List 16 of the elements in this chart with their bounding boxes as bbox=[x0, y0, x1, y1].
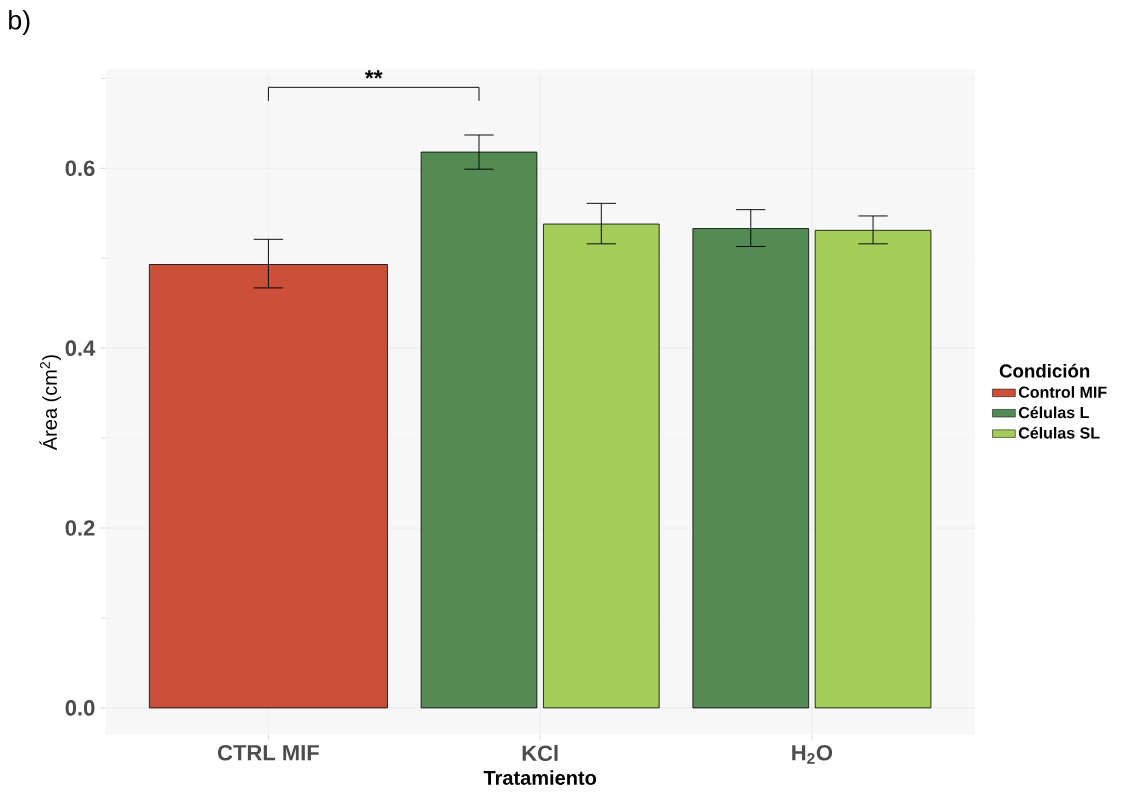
chart-title: b) bbox=[9, 10, 30, 35]
y-tick-label: 0.2 bbox=[65, 520, 95, 536]
bar bbox=[814, 229, 932, 709]
legend-label: Células SL bbox=[1018, 426, 1100, 439]
y-tick-label: 0.0 bbox=[65, 700, 95, 716]
x-tick-label: CTRL MIF bbox=[217, 744, 319, 761]
y-tick-label: 0.4 bbox=[65, 340, 96, 356]
x-tick-label: H$_{2}$O bbox=[792, 744, 833, 764]
annotation: ** bbox=[364, 70, 383, 79]
y-tick-label: 0.6 bbox=[65, 160, 95, 177]
x-axis-title: Tratamiento bbox=[483, 770, 597, 785]
legend-label: Control MIF bbox=[1018, 386, 1107, 398]
y-axis-title: Área (cm$^{2}$) bbox=[39, 355, 61, 451]
legend-label: Células L bbox=[1018, 406, 1089, 419]
legend-title: Condición bbox=[999, 363, 1090, 378]
x-tick-label: KCl bbox=[522, 744, 558, 762]
